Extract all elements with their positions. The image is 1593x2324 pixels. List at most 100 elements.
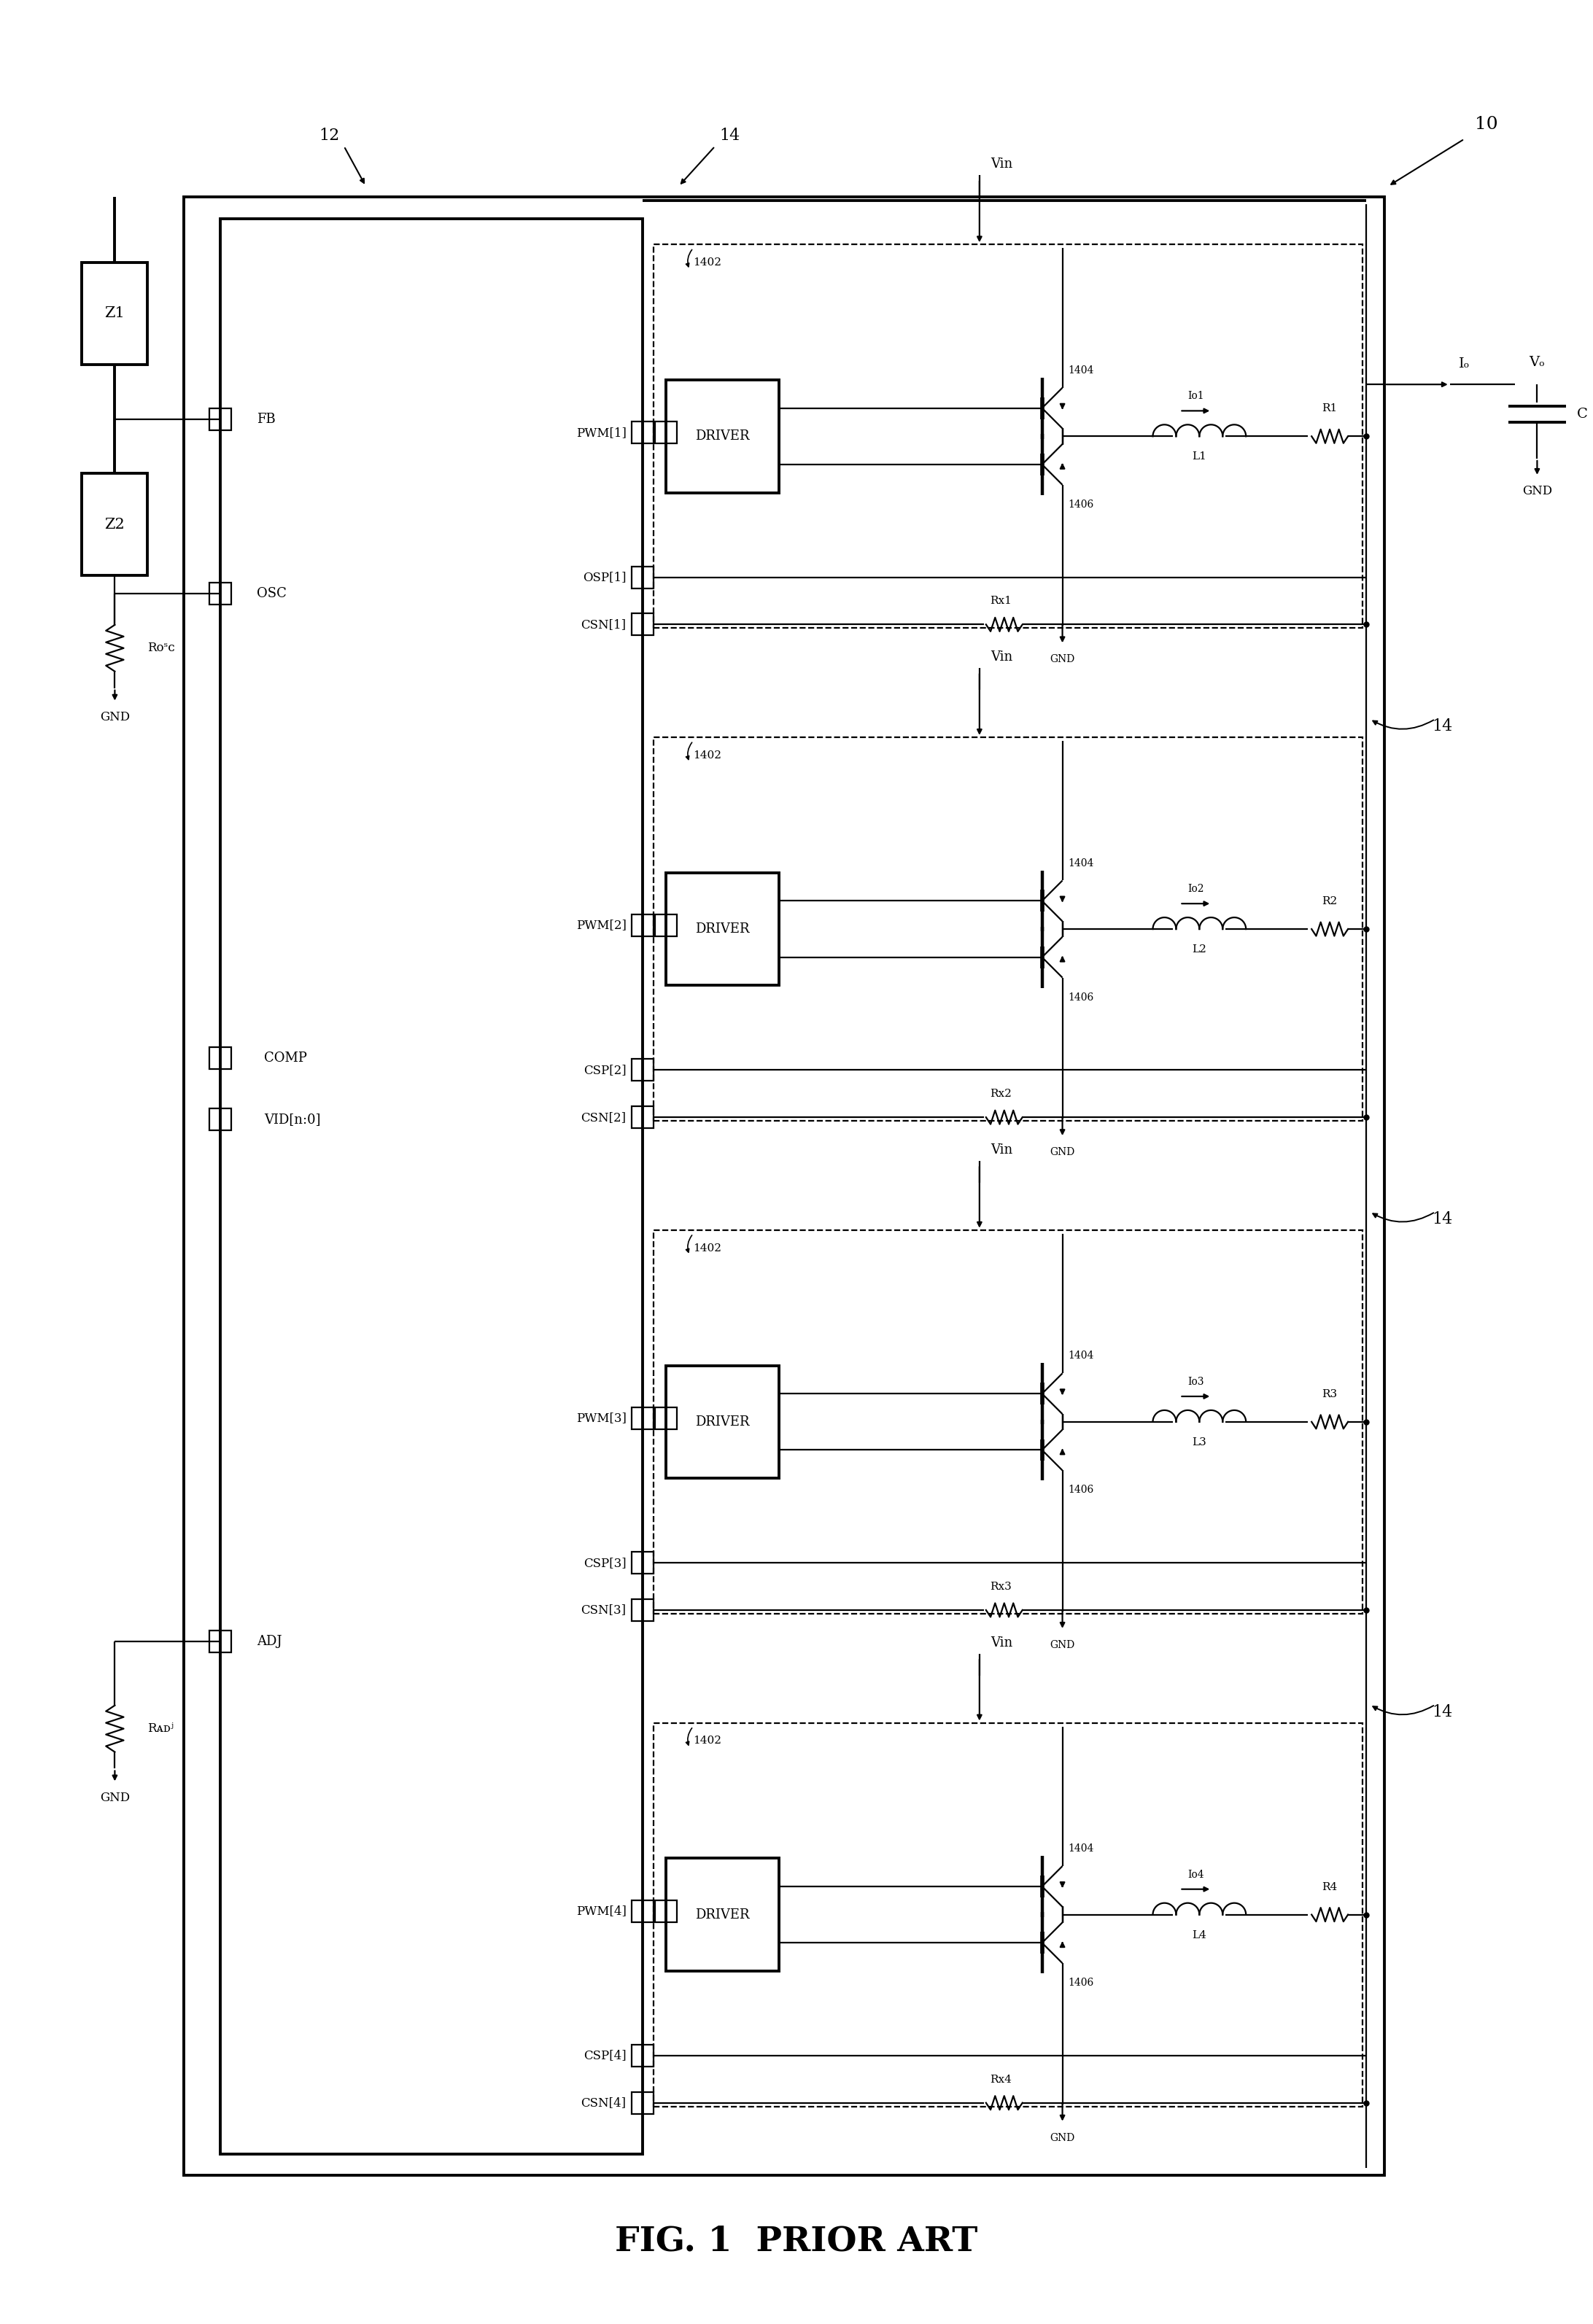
Text: R1: R1 — [1322, 404, 1338, 414]
Text: 1404: 1404 — [1069, 365, 1094, 376]
Text: PWM[2]: PWM[2] — [577, 920, 626, 932]
Text: L4: L4 — [1192, 1929, 1206, 1941]
Text: Io2: Io2 — [1187, 883, 1204, 895]
Text: CSP[3]: CSP[3] — [583, 1557, 626, 1569]
Text: PWM[1]: PWM[1] — [577, 425, 626, 439]
Text: CSN[4]: CSN[4] — [581, 2096, 626, 2110]
Bar — [631, 2045, 653, 2066]
Text: 14: 14 — [1432, 1703, 1453, 1720]
Bar — [631, 916, 653, 937]
Text: Rx4: Rx4 — [989, 2075, 1012, 2085]
Text: GND: GND — [1050, 1641, 1075, 1650]
Text: COMP: COMP — [264, 1050, 307, 1064]
Text: CSP[4]: CSP[4] — [583, 2050, 626, 2061]
Bar — [666, 874, 779, 985]
Bar — [631, 421, 653, 444]
Bar — [631, 1408, 653, 1429]
Text: CSN[3]: CSN[3] — [581, 1604, 626, 1615]
Text: 14: 14 — [1432, 1211, 1453, 1227]
Bar — [653, 1229, 1362, 1613]
Text: 1404: 1404 — [1069, 858, 1094, 869]
Text: 1404: 1404 — [1069, 1843, 1094, 1855]
Bar — [631, 1060, 653, 1081]
Bar — [631, 1106, 653, 1127]
Text: Rᴀᴅʲ: Rᴀᴅʲ — [148, 1722, 174, 1736]
Text: 1406: 1406 — [1069, 992, 1094, 1002]
Text: L2: L2 — [1192, 944, 1206, 955]
Text: Vin: Vin — [991, 1143, 1013, 1157]
Text: GND: GND — [100, 1792, 129, 1803]
Text: Vin: Vin — [991, 651, 1013, 665]
Text: ADJ: ADJ — [256, 1634, 282, 1648]
Text: Io1: Io1 — [1187, 390, 1204, 402]
Text: 14: 14 — [720, 128, 739, 144]
Bar — [209, 1631, 231, 1652]
Bar — [209, 1109, 231, 1129]
Text: GND: GND — [1050, 655, 1075, 665]
Text: L1: L1 — [1192, 451, 1206, 462]
Text: 1406: 1406 — [1069, 500, 1094, 509]
Text: VID[n:0]: VID[n:0] — [264, 1113, 320, 1127]
Text: Rx1: Rx1 — [989, 595, 1012, 607]
Text: 1402: 1402 — [693, 1736, 722, 1745]
Bar — [631, 1599, 653, 1620]
Text: GND: GND — [1523, 486, 1552, 497]
Bar — [653, 1722, 1362, 2106]
Bar — [209, 409, 231, 430]
Text: 1402: 1402 — [693, 258, 722, 267]
Text: PWM[3]: PWM[3] — [577, 1413, 626, 1425]
Bar — [631, 1552, 653, 1573]
Bar — [655, 421, 677, 444]
Text: 1402: 1402 — [693, 1243, 722, 1253]
Text: Rᴏˢᴄ: Rᴏˢᴄ — [148, 641, 175, 655]
Text: 1402: 1402 — [693, 751, 722, 760]
Bar — [655, 1408, 677, 1429]
Text: Io4: Io4 — [1187, 1868, 1204, 1880]
Bar — [631, 614, 653, 634]
Text: 14: 14 — [1432, 718, 1453, 734]
Text: Vₒ: Vₒ — [1529, 356, 1545, 370]
Bar — [183, 198, 1384, 2175]
Bar — [209, 1046, 231, 1069]
Text: DRIVER: DRIVER — [696, 1415, 750, 1429]
Text: 10: 10 — [1475, 116, 1497, 132]
Text: Z1: Z1 — [105, 307, 124, 321]
Text: DRIVER: DRIVER — [696, 923, 750, 937]
Text: 1404: 1404 — [1069, 1350, 1094, 1362]
Text: C: C — [1577, 407, 1588, 421]
Bar — [655, 916, 677, 937]
Text: OSP[1]: OSP[1] — [583, 572, 626, 583]
Text: R3: R3 — [1322, 1390, 1338, 1399]
Text: GND: GND — [1050, 2133, 1075, 2143]
Text: PWM[4]: PWM[4] — [577, 1906, 626, 1917]
Text: FIG. 1  PRIOR ART: FIG. 1 PRIOR ART — [615, 2224, 978, 2259]
Bar — [653, 737, 1362, 1120]
Text: CSP[2]: CSP[2] — [583, 1064, 626, 1076]
Text: 12: 12 — [319, 128, 339, 144]
Bar — [83, 474, 148, 576]
Text: GND: GND — [100, 711, 129, 723]
Text: GND: GND — [1050, 1148, 1075, 1157]
Text: Rx2: Rx2 — [989, 1090, 1012, 1099]
Text: Vin: Vin — [991, 1636, 1013, 1650]
Bar — [631, 2092, 653, 2115]
Text: OSC: OSC — [256, 588, 287, 600]
Text: Vin: Vin — [991, 158, 1013, 172]
Text: CSN[2]: CSN[2] — [581, 1111, 626, 1122]
Bar — [666, 1367, 779, 1478]
Bar — [666, 1859, 779, 1971]
Text: Io3: Io3 — [1187, 1376, 1204, 1387]
Text: L3: L3 — [1192, 1436, 1206, 1448]
Text: 1406: 1406 — [1069, 1978, 1094, 1987]
Bar — [666, 379, 779, 493]
Text: FB: FB — [256, 411, 276, 425]
Text: DRIVER: DRIVER — [696, 430, 750, 444]
Bar — [220, 218, 642, 2154]
Bar — [209, 583, 231, 604]
Text: Z2: Z2 — [105, 518, 124, 532]
Text: DRIVER: DRIVER — [696, 1908, 750, 1922]
Bar — [653, 244, 1362, 627]
Bar — [655, 1901, 677, 1922]
Bar — [83, 263, 148, 365]
Text: Iₒ: Iₒ — [1459, 358, 1470, 370]
